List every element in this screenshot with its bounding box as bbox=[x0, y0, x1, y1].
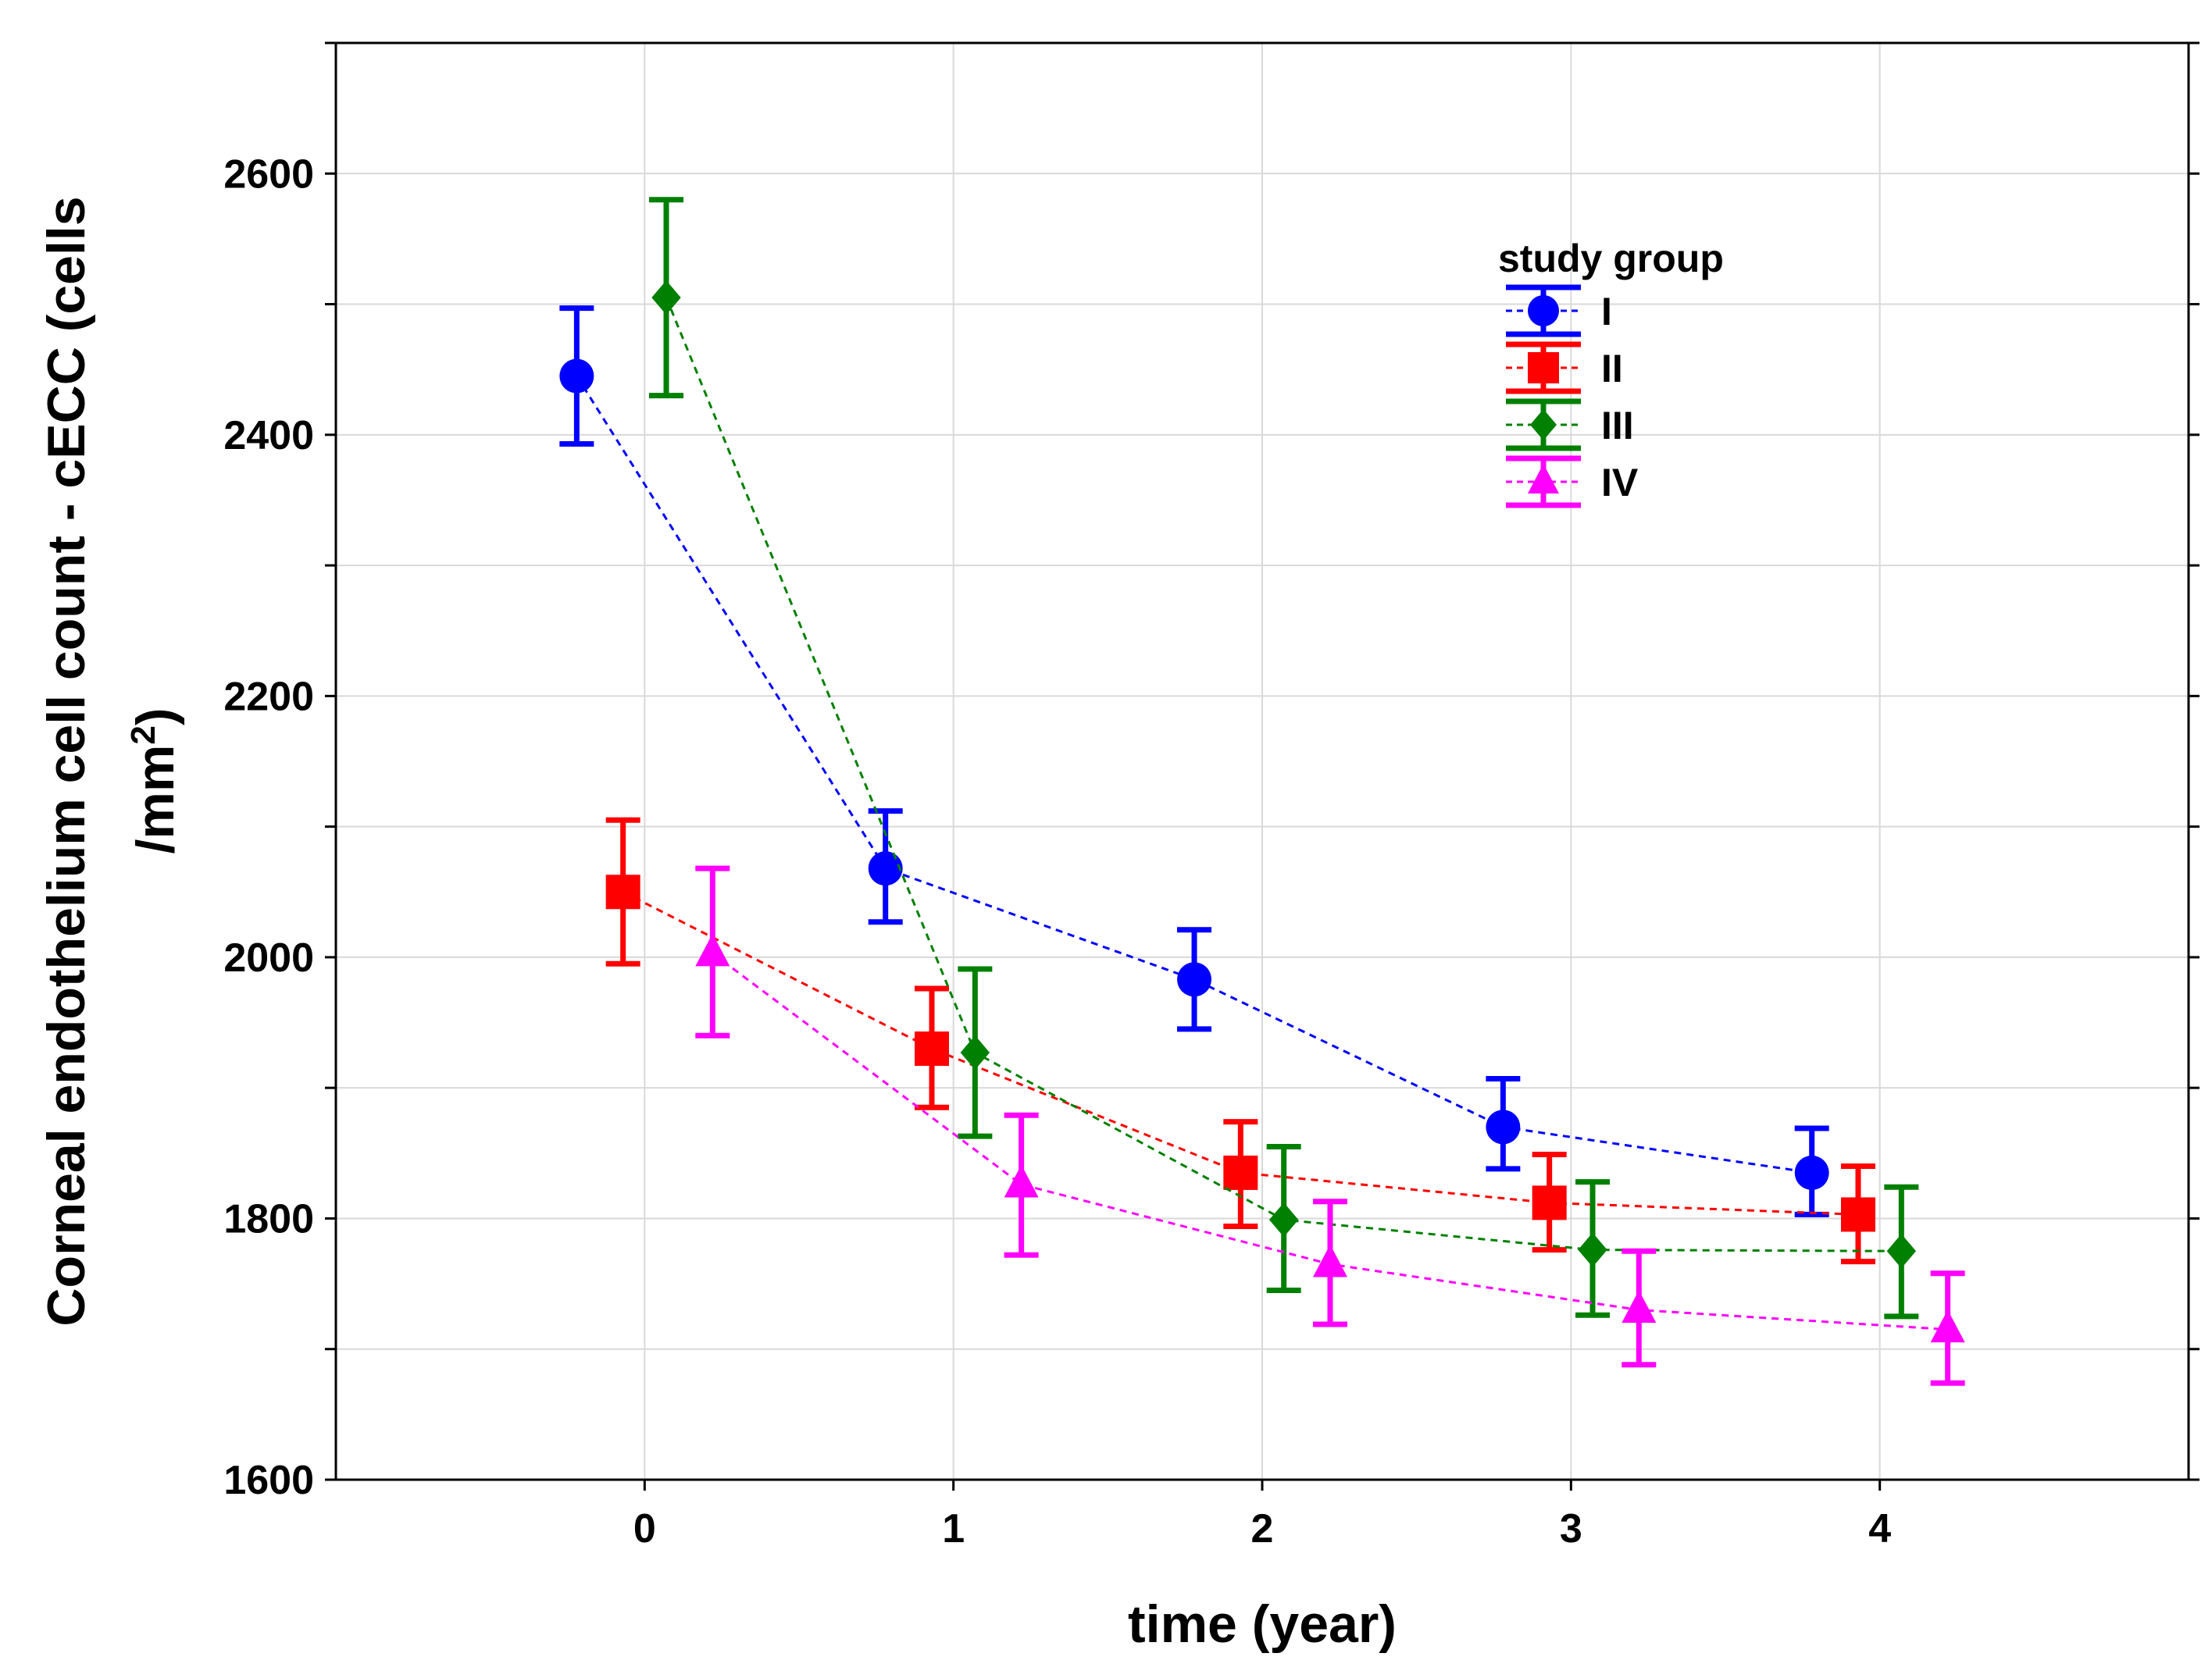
data-point bbox=[1177, 962, 1212, 997]
legend-item-I: I bbox=[1506, 284, 1612, 337]
legend-label: II bbox=[1601, 347, 1623, 390]
y-axis-title-close: ) bbox=[126, 708, 185, 726]
data-point bbox=[559, 358, 594, 394]
x-axis-title: time (year) bbox=[1128, 1594, 1397, 1654]
legend-marker bbox=[1530, 409, 1557, 440]
y-tick-label: 1600 bbox=[223, 1458, 314, 1503]
x-tick-label: 0 bbox=[633, 1506, 656, 1552]
y-tick-label: 2400 bbox=[223, 413, 314, 458]
legend-marker bbox=[1528, 352, 1559, 383]
data-point bbox=[914, 1031, 949, 1066]
series-I bbox=[559, 305, 1829, 1217]
data-point bbox=[1578, 1232, 1607, 1267]
data-point bbox=[960, 1035, 990, 1071]
y-tick-label: 2000 bbox=[223, 935, 314, 981]
y-tick-label: 2600 bbox=[223, 151, 314, 197]
series-I-line bbox=[576, 375, 1812, 1174]
x-tick-label: 2 bbox=[1251, 1506, 1274, 1552]
legend-marker bbox=[1528, 464, 1559, 493]
data-point bbox=[1532, 1185, 1567, 1220]
legend-title: study group bbox=[1498, 237, 1724, 280]
legend-label: III bbox=[1601, 404, 1634, 447]
y-tick-label: 2200 bbox=[223, 674, 314, 719]
series-IV bbox=[695, 865, 1965, 1386]
legend-label: IV bbox=[1601, 461, 1639, 504]
axis-ticks: 1600 1800 2000 2200 2400 2600 0 1 2 3 4 bbox=[223, 41, 2200, 1552]
series-III bbox=[649, 197, 1919, 1320]
data-point bbox=[1886, 1234, 1917, 1269]
x-tick-label: 4 bbox=[1868, 1506, 1891, 1552]
data-point bbox=[1312, 1244, 1347, 1277]
y-axis-title-line2: /mm2) bbox=[124, 708, 186, 854]
y-axis-title-line1: Corneal endothelium cell count - cECC (c… bbox=[37, 196, 96, 1326]
data-point bbox=[1794, 1155, 1829, 1190]
data-point bbox=[651, 280, 681, 315]
y-axis-title: Corneal endothelium cell count - cECC (c… bbox=[37, 196, 185, 1326]
legend-item-III: III bbox=[1506, 398, 1634, 451]
x-tick-label: 3 bbox=[1560, 1506, 1582, 1552]
data-point bbox=[1840, 1197, 1875, 1232]
data-point bbox=[868, 851, 903, 886]
y-tick-label: 1800 bbox=[223, 1196, 314, 1242]
data-point bbox=[1268, 1202, 1299, 1238]
data-point bbox=[1622, 1290, 1657, 1324]
y-axis-title-unit: /mm bbox=[126, 745, 185, 854]
data-point bbox=[605, 875, 640, 910]
series-II bbox=[605, 817, 1875, 1265]
legend-label: I bbox=[1601, 290, 1612, 333]
data-point bbox=[1930, 1309, 1965, 1343]
x-tick-label: 1 bbox=[942, 1506, 965, 1552]
legend-marker bbox=[1528, 295, 1559, 326]
legend-item-IV: IV bbox=[1506, 455, 1639, 508]
data-point bbox=[1223, 1155, 1258, 1190]
grid-lines bbox=[336, 42, 2189, 1480]
data-point bbox=[1486, 1110, 1521, 1145]
legend-item-II: II bbox=[1506, 341, 1623, 394]
data-point bbox=[1004, 1164, 1039, 1198]
data-point bbox=[695, 933, 730, 967]
y-axis-title-superscript: 2 bbox=[124, 725, 162, 744]
series-layer bbox=[559, 197, 1965, 1386]
